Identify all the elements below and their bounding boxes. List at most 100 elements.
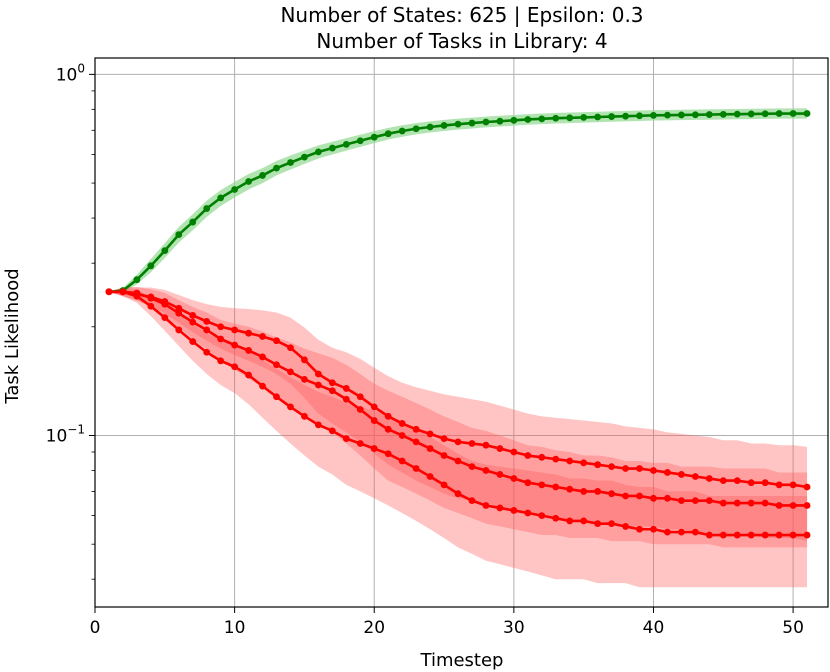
series-3-point [356,406,364,413]
series-3-point [259,353,266,361]
series-3-point [301,375,308,383]
x-axis-ticks: 0 10 20 30 40 50 [90,607,804,638]
series-2-point [482,441,490,449]
series-3-point [328,387,336,395]
series-4-point [566,517,574,525]
series-1-point [803,110,811,117]
series-3-point [426,445,434,452]
series-4-point [412,465,420,472]
series-3-point [789,502,797,509]
series-3-point [761,499,769,507]
series-2-point [454,438,462,446]
series-1-point [747,110,755,118]
series-4-point [636,525,643,533]
series-2-point [733,477,741,484]
series-2-point [705,475,713,482]
series-2-point [691,473,699,480]
series-2-point [538,453,546,461]
series-1-point [384,130,392,138]
series-3-point [650,494,657,502]
series-1-point [719,110,727,118]
series-4-point [691,528,699,536]
series-4-point [161,314,169,322]
series-2-point [761,479,769,487]
confidence-bands [108,108,808,588]
series-4-point [203,348,211,356]
y-axis-ticks: 100 10−1 [46,61,95,580]
series-4-point [664,528,671,536]
series-2-point [608,463,615,471]
series-3-point [314,381,322,389]
chart-title-line-1: Number of States: 625 | Epsilon: 0.3 [280,3,643,27]
x-axis-label: Timestep [420,650,504,671]
series-3-point [733,499,741,507]
series-1-point [398,127,406,135]
series-1-point [496,117,504,125]
series-4-point [510,507,518,514]
x-tick-label: 10 [224,618,246,638]
series-4-point [747,531,755,539]
series-1-point [524,116,532,123]
series-2-point [524,452,532,459]
series-4-point [580,517,588,525]
series-2-point [259,333,266,340]
series-3-point [468,463,476,471]
series-4-point [552,514,560,522]
series-3-point [231,341,239,349]
series-4-point [650,525,657,533]
confidence-band-1 [108,108,808,293]
series-2-point [580,459,588,467]
series-1-point [566,114,574,122]
series-1-point [314,148,322,156]
x-tick-label: 20 [363,618,385,638]
series-4-point [678,528,685,536]
series-1-point [705,111,713,118]
series-2-point [440,435,448,443]
series-4-point [524,509,532,517]
series-3-point [580,488,588,495]
series-3-point [719,499,727,507]
series-3-point [482,467,490,474]
series-line-1 [108,112,808,294]
series-4-point [454,490,462,498]
series-1-point [664,111,671,119]
series-3-point [147,294,155,302]
series-4-point [301,412,308,420]
series-2-point [468,440,476,447]
x-tick-label: 0 [90,618,101,638]
series-2-point [426,430,434,438]
series-4-point [119,288,127,296]
series-1-point [761,110,769,118]
series-3-point [664,494,671,502]
series-2-point [231,326,239,334]
series-4-point [133,292,141,300]
series-1-point [440,122,448,129]
series-1-point [775,110,783,117]
series-points [105,110,811,539]
series-4-point [705,531,713,539]
series-2-point [650,467,657,474]
series-2-point [273,337,280,345]
series-1-point [538,115,546,123]
series-4-point [370,445,378,452]
series-4-point [733,531,741,539]
series-3-point [775,502,783,509]
series-4-point [259,382,266,390]
confidence-band-2 [108,287,808,542]
series-4-point [314,421,322,429]
series-4-point [468,497,476,505]
series-3-point [608,490,615,498]
series-1-point [147,262,155,270]
series-2-point [622,465,629,472]
series-3-point [245,347,252,354]
series-3-point [203,326,211,334]
gridlines [94,58,828,607]
series-1-point [691,111,699,119]
chart-title: Number of States: 625 | Epsilon: 0.3 Num… [280,3,643,53]
series-4-point [608,520,615,528]
series-4-point [105,288,113,296]
series-2-point [678,471,685,478]
series-4-point [622,523,629,530]
series-1-point [175,231,183,238]
series-4-point [761,531,769,539]
